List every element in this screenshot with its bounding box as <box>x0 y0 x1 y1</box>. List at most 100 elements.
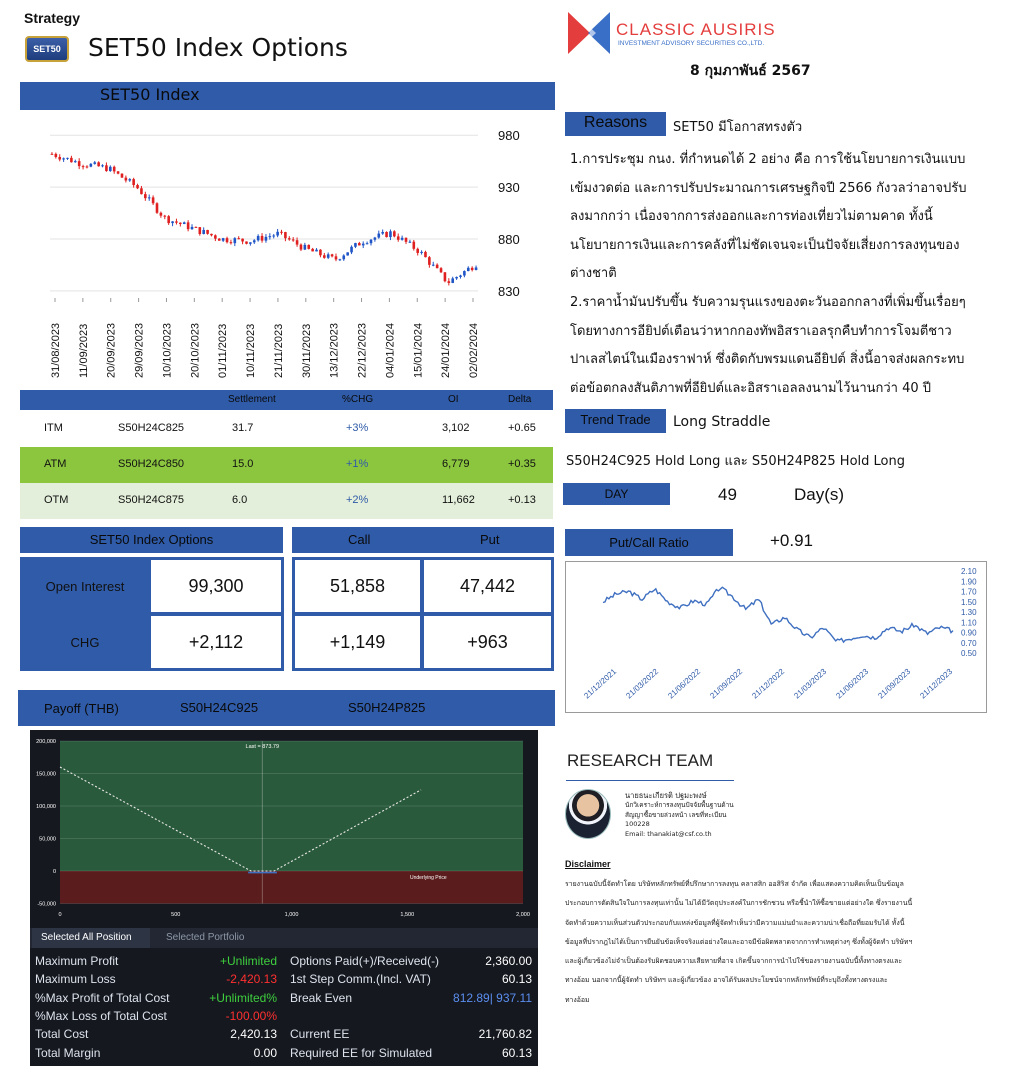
candle-body <box>276 231 279 236</box>
y-tick-label: 830 <box>498 284 520 299</box>
index-chart-title: SET50 Index <box>100 85 200 104</box>
disclaimer-line: ข้อมูลที่ปรากฎไม่ได้เป็นการยืนยันข้อเท็จ… <box>565 937 913 946</box>
candle-body <box>346 252 349 256</box>
candle-body <box>144 194 147 199</box>
candle-body <box>428 257 431 265</box>
candle-body <box>77 161 81 167</box>
candle-body <box>105 165 108 172</box>
candle-body <box>256 235 260 241</box>
table-row-itm: ITM S50H24C825 31.7 +3% 3,102 +0.65 <box>20 411 553 447</box>
x-tick-label: 10/10/2023 <box>161 323 173 378</box>
x-tick-label: 24/01/2024 <box>440 323 452 378</box>
oi-cell: 3,102 <box>442 422 470 434</box>
candle-body <box>408 241 412 243</box>
candle-body <box>463 271 466 276</box>
y-tick-label: -50,000 <box>37 902 56 908</box>
index-candlestick-chart: 980 930 880 830 31/08/2023 11/09/2023 20/09/20… <box>50 128 520 378</box>
candle-body <box>73 161 77 163</box>
disclaimer-line: จัดทำด้วยความเห็นส่วนตัวประกอบกับแหล่งข้… <box>565 918 905 927</box>
x-tick-label: 2,000 <box>516 912 530 918</box>
disclaimer-text: รายงานฉบับนี้จัดทำโดย บริษัทหลักทรัพย์ที… <box>565 875 1025 1010</box>
brand-name: CLASSIC AUSIRIS <box>616 20 776 39</box>
col-header-oi: OI <box>448 394 459 405</box>
tab-selected-portfolio[interactable]: Selected Portfolio <box>166 932 245 943</box>
day-unit: Day(s) <box>794 485 845 504</box>
reason-line: นโยบายการเงินและการคลังที่ไม่ชัดเจนจะเป็… <box>570 237 960 253</box>
trend-label: Trend Trade <box>580 412 651 427</box>
candle-body <box>171 221 174 224</box>
moneyness-cell: ITM <box>44 422 63 434</box>
candle-body <box>194 226 198 228</box>
payoff-tab-bar: Selected All Position Selected Portfolio <box>30 928 538 948</box>
stat-row: Total Margin 0.00 <box>35 1046 277 1064</box>
series-cell: S50H24C875 <box>118 494 185 506</box>
candle-body <box>151 197 155 204</box>
stat-label: Break Even <box>290 990 353 1005</box>
chg-call-value: +1,149 <box>294 615 421 669</box>
moneyness-cell: ATM <box>44 458 67 470</box>
y-tick-label: 1.50 <box>961 598 977 607</box>
candle-body <box>109 166 112 172</box>
putcall-label-box: Put/Call Ratio <box>565 529 733 556</box>
pcr-frame <box>565 561 987 713</box>
candle-body <box>342 255 346 260</box>
candle-body <box>97 162 100 167</box>
report-date: 8 กุมภาพันธ์ 2567 <box>690 63 811 79</box>
y-tick-label: 980 <box>498 128 520 143</box>
stat-label: %Max Profit of Total Cost <box>35 990 170 1005</box>
candle-body <box>124 177 128 181</box>
brand-logo: CLASSIC AUSIRIS INVESTMENT ADVISORY SECU… <box>566 10 816 60</box>
candle-body <box>89 163 93 167</box>
brand-logo-icon <box>568 12 610 54</box>
candle-body <box>354 243 357 247</box>
stat-label: Current EE <box>290 1027 350 1042</box>
payoff-label: Payoff (THB) <box>44 701 119 716</box>
candle-body <box>323 255 326 258</box>
delta-cell: +0.65 <box>508 422 536 434</box>
y-tick-label: 1.30 <box>961 608 977 617</box>
candle-body <box>424 251 427 258</box>
reason-line: โดยทางการอียิปต์เตือนว่าหากกองทัพอิสราเอ… <box>570 323 952 339</box>
reason-line: ต่อข้อตกลงสันติภาพที่อียิปต์และอิสราเอลล… <box>570 380 932 396</box>
candle-body <box>307 244 311 249</box>
candle-body <box>315 249 318 252</box>
chg-row-label: CHG <box>70 635 100 650</box>
candle-body <box>466 267 470 272</box>
oi-put-value: 47,442 <box>423 559 552 613</box>
oi-right-panel: 51,858 47,442 +1,149 +963 <box>292 557 554 671</box>
candle-body <box>412 241 416 249</box>
candle-body <box>85 166 89 168</box>
stat-row: Maximum Loss -2,420.13 <box>35 972 277 990</box>
x-tick-label: 29/09/2023 <box>134 323 146 378</box>
reasons-text: 1.การประชุม กนง. ที่กำหนดได้ 2 อย่าง คือ… <box>570 146 1020 403</box>
stat-value: 0.00 <box>253 1045 277 1060</box>
delta-cell: +0.35 <box>508 458 536 470</box>
stat-value: 60.13 <box>501 972 532 987</box>
x-tick-label: 11/09/2023 <box>78 324 90 378</box>
payoff-panel: 200,000 150,000 100,000 50,000 0 -50,000 0 500 1… <box>30 730 538 1066</box>
candle-body <box>459 275 462 277</box>
reason-line: 1.การประชุม กนง. ที่กำหนดได้ 2 อย่าง คือ… <box>570 152 966 167</box>
col-header-delta: Delta <box>508 394 532 405</box>
analyst-name: นายธนะเกียรติ ปฐมะพงษ์ <box>625 791 707 800</box>
table-row-otm: OTM S50H24C875 6.0 +2% 11,662 +0.13 <box>20 483 553 519</box>
x-tick-label: 31/08/2023 <box>50 323 62 378</box>
candle-body <box>330 254 334 257</box>
candle-body <box>455 276 458 279</box>
candle-body <box>179 222 182 225</box>
analyst-license-no: 100228 <box>625 820 650 829</box>
oi-title-bar: SET50 Index Options <box>20 527 283 553</box>
disclaimer-line: ประกอบการตัดสินใจในการลงทุนเท่านั้น ไม่ไ… <box>565 899 913 908</box>
candle-body <box>260 235 264 241</box>
x-tick-label: 0 <box>58 912 61 918</box>
stat-value: 2,420.13 <box>230 1027 277 1042</box>
analyst-email: Email: thanakiat@csf.co.th <box>625 830 712 839</box>
reason-line: ลงมากกว่า เนื่องจากการส่งออกและการท่องเท… <box>570 209 933 225</box>
tab-selected-all[interactable]: Selected All Position <box>32 928 150 948</box>
y-tick-label: 2.10 <box>961 567 977 576</box>
trend-label-box: Trend Trade <box>565 409 666 433</box>
candle-body <box>334 256 338 260</box>
candle-body <box>280 231 283 233</box>
y-tick-label: 0.90 <box>961 629 977 638</box>
y-tick-label: 930 <box>498 180 520 195</box>
